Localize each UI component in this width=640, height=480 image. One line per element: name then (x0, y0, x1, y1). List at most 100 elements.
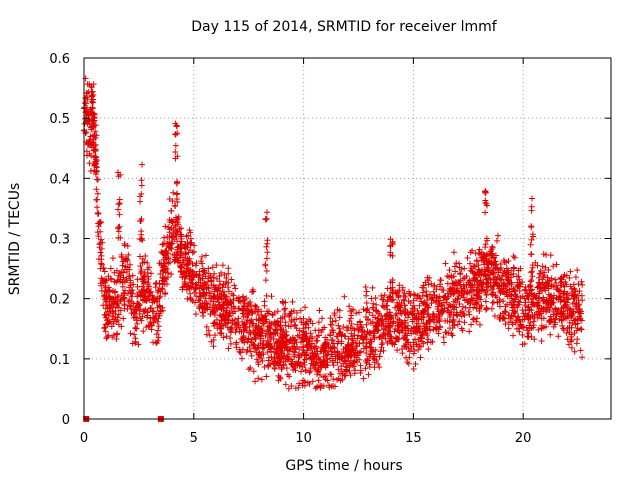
data-point (483, 275, 490, 282)
data-point (284, 347, 291, 354)
data-point (277, 333, 284, 340)
data-point (482, 197, 489, 204)
data-point (195, 297, 202, 304)
data-point (228, 299, 235, 306)
data-point (414, 330, 421, 337)
data-point (451, 321, 458, 328)
data-point (529, 195, 536, 202)
data-point (191, 242, 198, 249)
data-point (191, 248, 198, 255)
data-point (137, 193, 144, 200)
data-point (366, 361, 373, 368)
data-point (530, 293, 537, 300)
data-point (350, 306, 357, 313)
data-point (235, 305, 242, 312)
data-point (158, 277, 165, 284)
data-point (540, 284, 547, 291)
data-point (225, 345, 232, 352)
data-point (249, 288, 256, 295)
data-point (177, 231, 184, 238)
data-point (435, 317, 442, 324)
data-point (168, 271, 175, 278)
data-point (264, 337, 271, 344)
data-point (427, 327, 434, 334)
data-point (233, 341, 240, 348)
data-point (93, 186, 100, 193)
data-point (370, 300, 377, 307)
data-point (87, 133, 94, 140)
data-point (509, 321, 516, 328)
data-point (350, 349, 357, 356)
data-point (503, 291, 510, 298)
data-point (88, 84, 95, 91)
data-point (172, 155, 179, 162)
y-tick-label: 0.4 (49, 172, 70, 187)
data-point (358, 333, 365, 340)
data-point (258, 376, 265, 383)
data-point (140, 328, 147, 335)
data-point (542, 300, 549, 307)
data-point (482, 244, 489, 251)
data-point (200, 290, 207, 297)
data-point (88, 144, 95, 151)
data-point (547, 300, 554, 307)
data-point (153, 340, 160, 347)
data-point (372, 322, 379, 329)
data-point (556, 294, 563, 301)
data-point (469, 295, 476, 302)
data-point (483, 276, 490, 283)
data-point (172, 142, 179, 149)
data-point (88, 124, 95, 131)
data-point (420, 308, 427, 315)
data-point (274, 318, 281, 325)
data-point (140, 278, 147, 285)
data-point (221, 289, 228, 296)
data-point (433, 325, 440, 332)
data-point (572, 274, 579, 281)
data-point (348, 330, 355, 337)
data-point (282, 311, 289, 318)
data-point (341, 293, 348, 300)
data-point (557, 309, 564, 316)
data-point (447, 302, 454, 309)
data-point (475, 249, 482, 256)
data-point (367, 329, 374, 336)
data-point (187, 241, 194, 248)
data-point (170, 189, 177, 196)
data-point (460, 275, 467, 282)
data-point (528, 268, 535, 275)
data-point (262, 261, 269, 268)
data-point (95, 223, 102, 230)
data-point (82, 115, 89, 122)
data-point (84, 104, 91, 111)
data-point (490, 299, 497, 306)
data-point (138, 216, 145, 223)
y-axis-label: SRMTID / TECUs (7, 183, 23, 296)
data-point (148, 270, 155, 277)
data-point (471, 281, 478, 288)
data-point (263, 255, 270, 262)
data-point (545, 283, 552, 290)
data-point (516, 299, 523, 306)
data-point (513, 273, 520, 280)
data-point (527, 278, 534, 285)
data-point (440, 287, 447, 294)
data-point (106, 305, 113, 312)
data-point (450, 273, 457, 280)
data-point (115, 304, 122, 311)
data-point (351, 332, 358, 339)
data-point (317, 372, 324, 379)
data-point (435, 303, 442, 310)
data-point (387, 328, 394, 335)
data-point (564, 295, 571, 302)
data-point (346, 303, 353, 310)
data-point (298, 334, 305, 341)
data-point (436, 323, 443, 330)
data-point (94, 196, 101, 203)
data-point (253, 356, 260, 363)
data-point (433, 294, 440, 301)
data-point (510, 301, 517, 308)
data-point (256, 328, 263, 335)
data-point (292, 322, 299, 329)
data-point (90, 118, 97, 125)
